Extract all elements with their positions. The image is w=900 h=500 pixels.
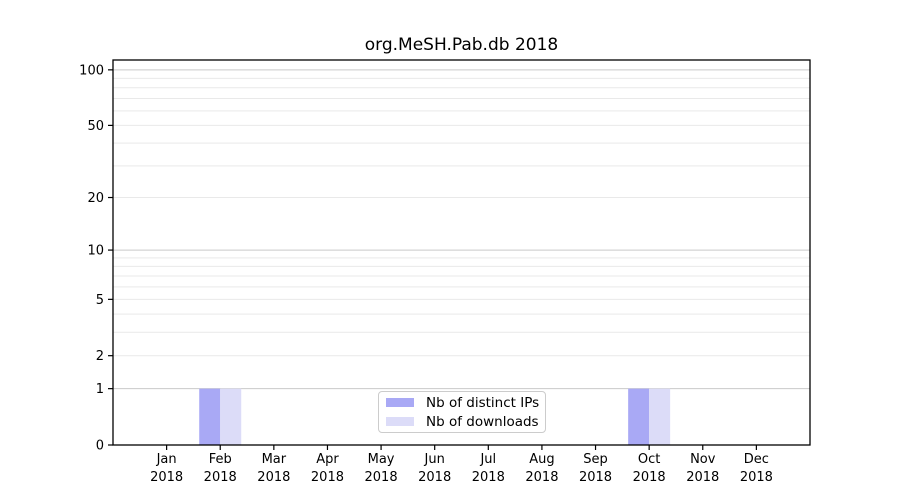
y-tick-label: 5	[96, 293, 104, 308]
legend-entry-distinct-ips: Nb of distinct IPs	[386, 394, 540, 411]
y-tick-label: 100	[79, 63, 104, 78]
x-tick-label-month: May	[368, 452, 395, 467]
x-tick-label-year: 2018	[686, 470, 719, 485]
legend-swatch-distinct-ips	[386, 398, 414, 407]
y-tick-label: 0	[96, 439, 104, 454]
bar-distinct-ips	[628, 388, 650, 445]
bar-distinct-ips	[199, 388, 221, 445]
x-tick-label-month: Nov	[690, 452, 716, 467]
x-tick-label-month: Oct	[638, 452, 660, 467]
plot-border	[112, 59, 811, 446]
x-tick-label-month: Jun	[424, 452, 445, 467]
x-tick-label-month: Jan	[156, 452, 177, 467]
x-tick-label-year: 2018	[150, 470, 183, 485]
x-tick-label-year: 2018	[257, 470, 290, 485]
x-tick-label-month: Jul	[479, 452, 496, 467]
x-tick-label-year: 2018	[633, 470, 666, 485]
y-tick-label: 1	[96, 382, 104, 397]
x-tick-label-month: Sep	[583, 452, 608, 467]
bar-downloads	[649, 388, 671, 445]
x-tick-label-month: Feb	[209, 452, 232, 467]
x-tick-label-year: 2018	[418, 470, 451, 485]
x-tick-label-month: Mar	[262, 452, 287, 467]
x-tick-label-year: 2018	[740, 470, 773, 485]
x-tick-label-year: 2018	[579, 470, 612, 485]
y-tick-label: 10	[87, 244, 104, 259]
y-tick-label: 20	[87, 191, 104, 206]
bar-downloads	[220, 388, 242, 445]
x-tick-label-month: Apr	[316, 452, 339, 467]
y-tick-label: 2	[96, 349, 104, 364]
x-tick-label-month: Dec	[744, 452, 769, 467]
x-tick-label-year: 2018	[204, 470, 237, 485]
x-tick-label-year: 2018	[472, 470, 505, 485]
x-tick-label-month: Aug	[529, 452, 554, 467]
legend-swatch-downloads	[386, 417, 414, 426]
x-tick-label-year: 2018	[525, 470, 558, 485]
legend-label-distinct-ips: Nb of distinct IPs	[426, 394, 540, 411]
legend-label-downloads: Nb of downloads	[426, 413, 539, 430]
legend: Nb of distinct IPs Nb of downloads	[378, 391, 546, 433]
x-tick-label-year: 2018	[365, 470, 398, 485]
y-tick-label: 50	[87, 119, 104, 134]
chart-title: org.MeSH.Pab.db 2018	[364, 35, 559, 55]
legend-entry-downloads: Nb of downloads	[386, 413, 539, 430]
x-tick-label-year: 2018	[311, 470, 344, 485]
